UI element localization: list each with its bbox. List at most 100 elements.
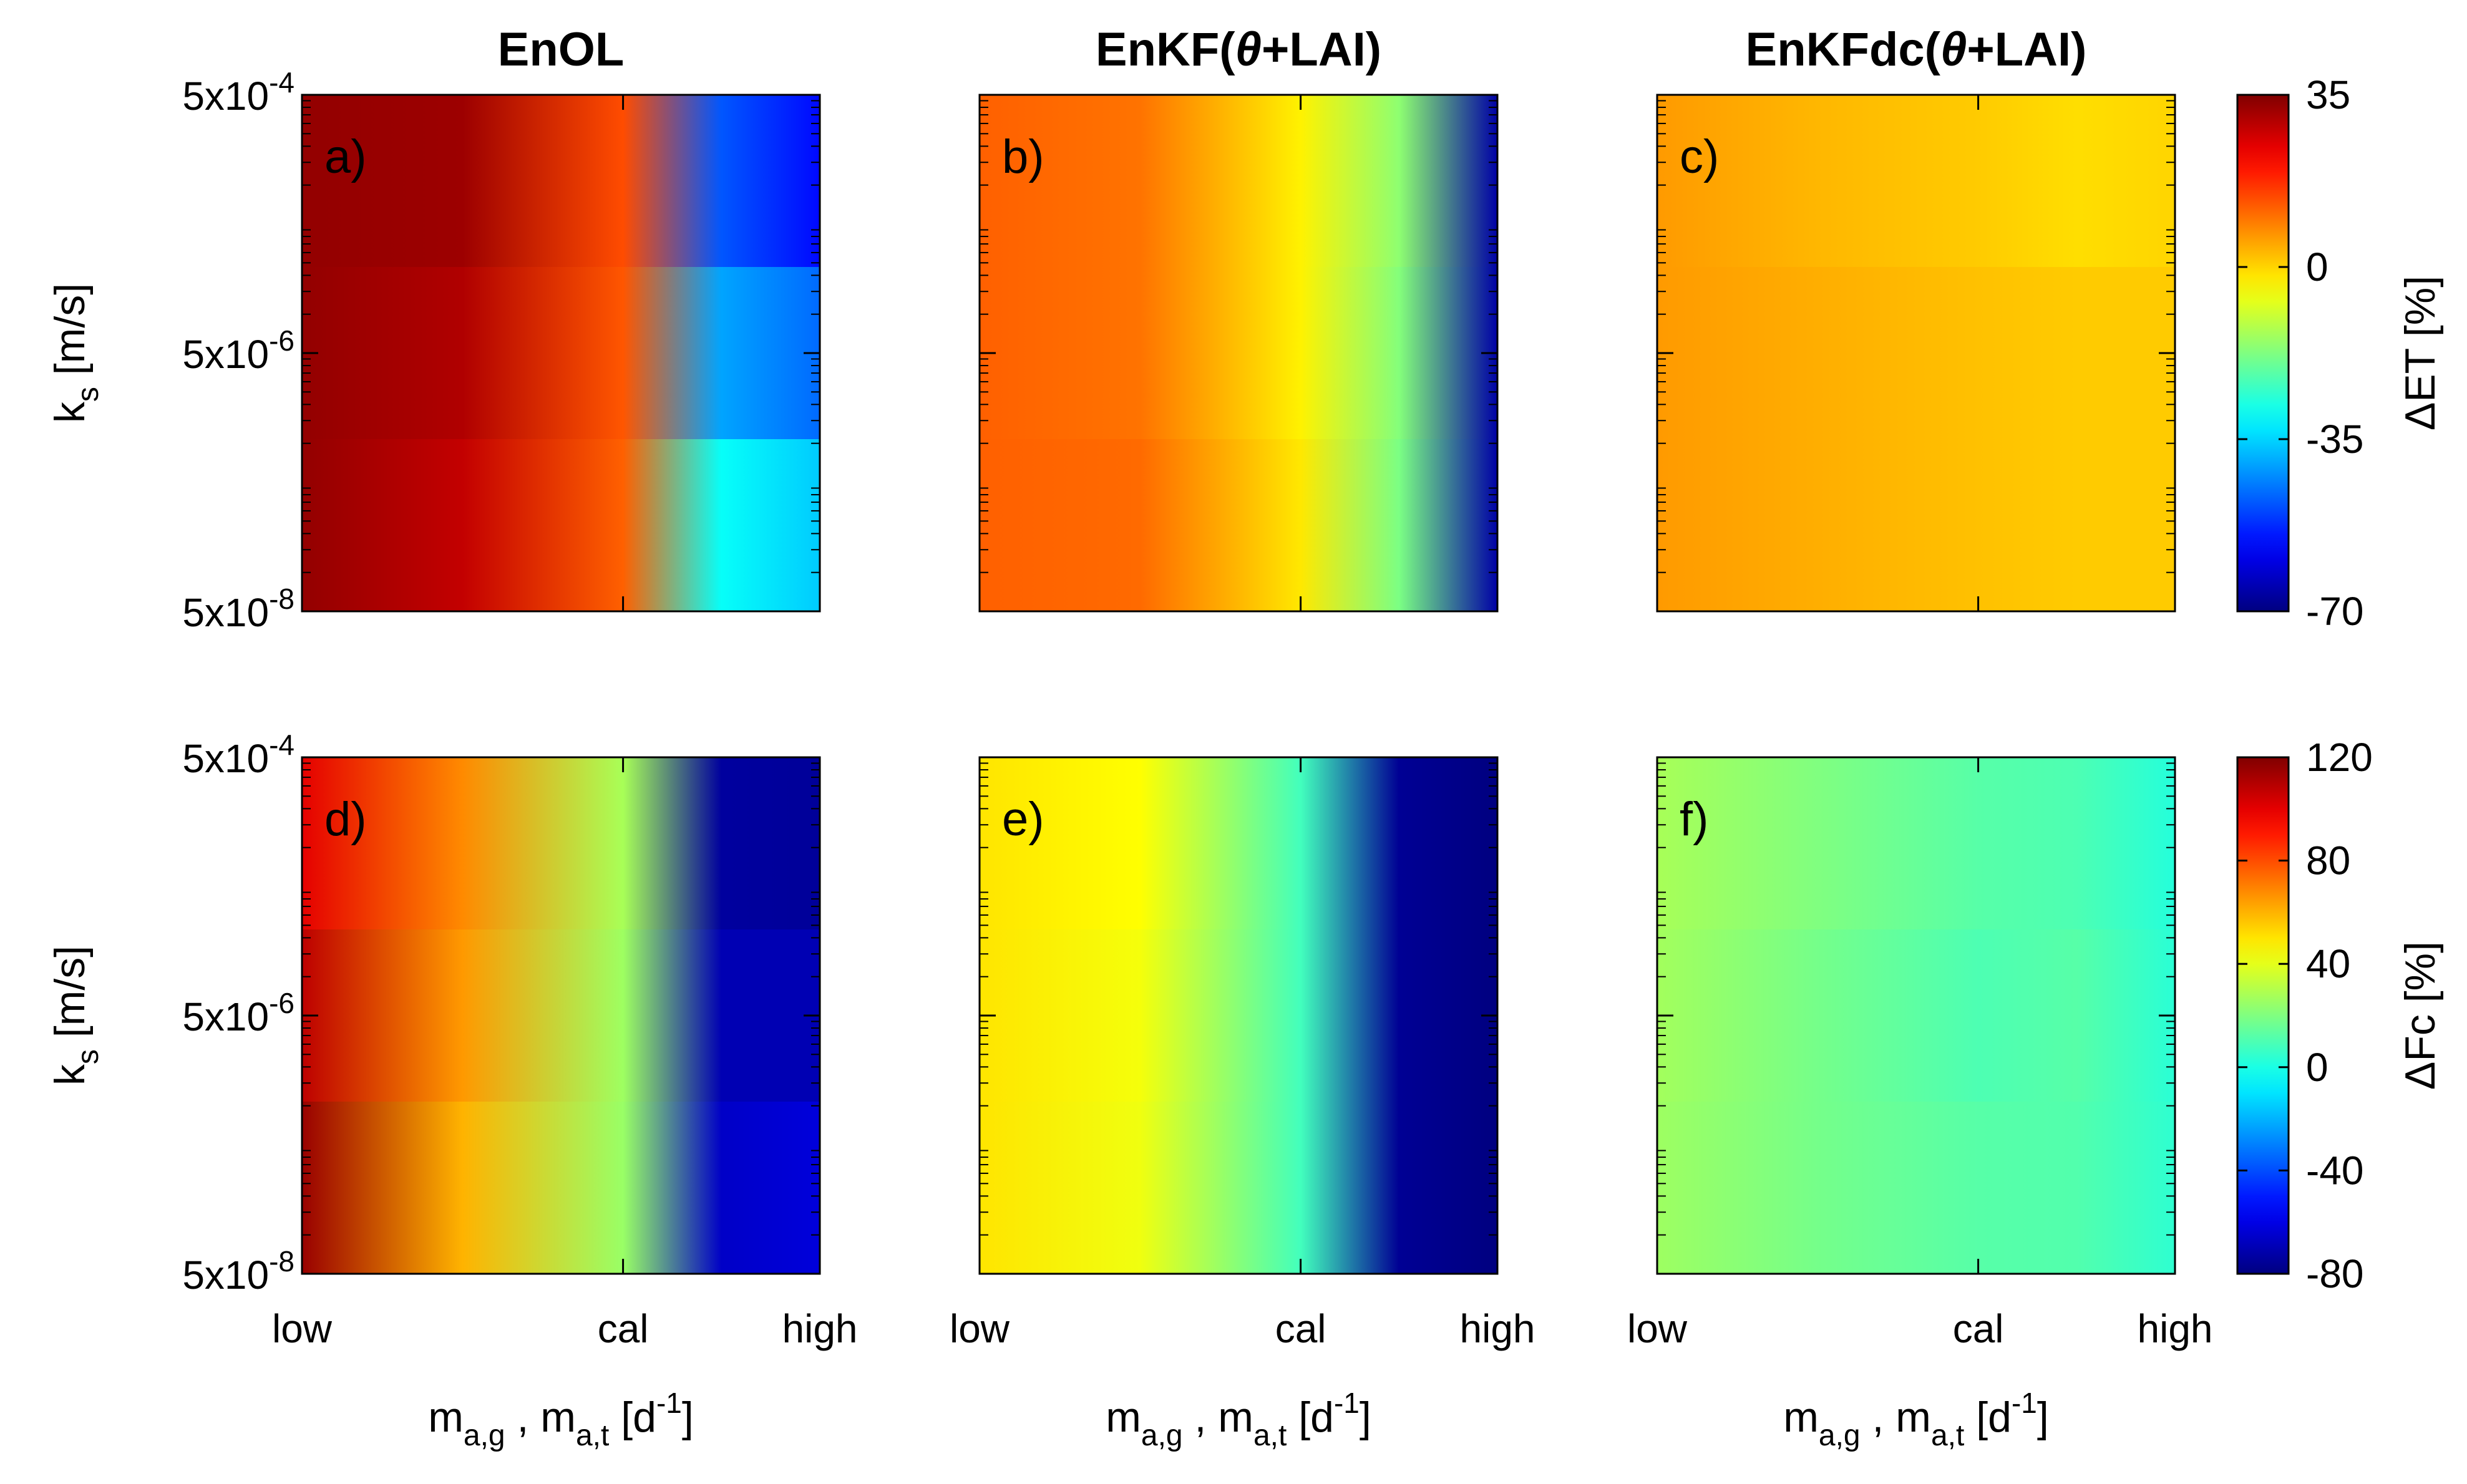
heatmap-band-2 (980, 929, 1497, 1102)
heatmap-band-1 (1657, 95, 2175, 268)
y-label-subscript: s (72, 1049, 105, 1064)
y-label-base: k (46, 1064, 94, 1085)
panel-label: a) (324, 130, 367, 183)
y-axis-label: ks [m/s] (46, 946, 105, 1085)
y-label-unit: [m/s] (46, 283, 94, 387)
heatmap-band-1 (980, 95, 1497, 268)
panel-b: b) (978, 94, 1499, 613)
x-label-sub2: a,t (1253, 1419, 1287, 1452)
heatmap-band-3 (980, 1102, 1497, 1274)
y-axis-label: ks [m/s] (46, 283, 105, 423)
heatmap-band-3 (302, 1102, 820, 1274)
heatmap-band-1 (302, 95, 820, 268)
colorbar-label: ΔFc [%] (2396, 941, 2444, 1090)
colorbar-tick-label: 0 (2306, 1045, 2328, 1090)
column-title-suffix: +LAI) (1967, 23, 2086, 76)
y-tick-label: 5x10-4 (182, 66, 294, 119)
x-tick-label-cal: cal (1953, 1306, 2004, 1351)
x-label-sub2: a,t (1931, 1419, 1964, 1452)
colorbar-bar (2236, 94, 2290, 613)
panel-a: a) (301, 94, 821, 613)
y-tick-label: 5x10-4 (182, 729, 294, 781)
y-tick-base: 5x10 (182, 74, 269, 119)
colorbar-tick-label: 35 (2306, 72, 2350, 117)
colorbar-tick-label: -70 (2306, 589, 2364, 634)
colorbar-tick-label: -80 (2306, 1251, 2364, 1296)
x-label-sub1: a,g (464, 1419, 505, 1452)
y-tick-exponent: -8 (269, 1245, 294, 1278)
y-tick-label: 5x10-6 (182, 324, 294, 377)
x-label-unit-exp: -1 (656, 1387, 682, 1419)
x-tick-label-cal: cal (1275, 1306, 1326, 1351)
x-tick-label-low: low (272, 1306, 333, 1351)
heatmap-band-3 (302, 439, 820, 612)
y-tick-exponent: -4 (269, 729, 294, 761)
x-axis-label: ma,g , ma,t [d-1] (428, 1387, 694, 1452)
colorbar-tick-label: 120 (2306, 735, 2373, 780)
y-tick-exponent: -6 (269, 324, 294, 357)
x-axis-label: ma,g , ma,t [d-1] (1783, 1387, 2049, 1452)
colorbar-2: 120 80 40 0 -40 -80 ΔFc [%] (2236, 735, 2444, 1296)
x-label-unit-close: ] (1360, 1394, 1371, 1441)
panel-label: f) (1680, 793, 1708, 846)
x-label-base: m (428, 1394, 464, 1441)
panel-label: b) (1002, 130, 1044, 183)
x-label-unit-exp: -1 (1334, 1387, 1360, 1419)
column-title-1: EnOL (498, 23, 625, 76)
y-tick-base: 5x10 (182, 332, 269, 377)
column-title-suffix: +LAI) (1262, 23, 1381, 76)
column-title-2: EnKF(θ+LAI) (1096, 23, 1381, 76)
heatmap-band-2 (1657, 267, 2175, 440)
column-title-theta: θ (1235, 23, 1262, 76)
y-tick-base: 5x10 (182, 590, 269, 635)
column-title-theta: θ (1940, 23, 1967, 76)
y-label-base: k (46, 401, 94, 423)
x-label-sub1: a,g (1819, 1419, 1861, 1452)
panel-f: f) (1656, 756, 2176, 1275)
x-label-sep: , m (1861, 1394, 1931, 1441)
column-title-prefix: EnOL (498, 23, 625, 76)
x-tick-label-high: high (1460, 1306, 1535, 1351)
column-title-prefix: EnKFdc( (1746, 23, 1941, 76)
x-axis-label: ma,g , ma,t [d-1] (1106, 1387, 1371, 1452)
y-tick-base: 5x10 (182, 736, 269, 781)
column-title-prefix: EnKF( (1096, 23, 1235, 76)
y-tick-label: 5x10-8 (182, 583, 294, 635)
y-label-subscript: s (72, 387, 105, 402)
heatmap-band-1 (1657, 757, 2175, 930)
x-label-unit-close: ] (682, 1394, 694, 1441)
y-tick-base: 5x10 (182, 1253, 269, 1297)
panel-label: c) (1680, 130, 1719, 183)
y-label-unit: [m/s] (46, 946, 94, 1049)
heatmap-band-3 (1657, 1102, 2175, 1274)
y-tick-exponent: -6 (269, 987, 294, 1019)
colorbar-tick-label: 80 (2306, 838, 2350, 883)
x-tick-label-cal: cal (598, 1306, 649, 1351)
colorbar-tick-label: -40 (2306, 1148, 2364, 1193)
heatmap-band-3 (980, 439, 1497, 612)
panel-label: d) (324, 793, 367, 846)
heatmap-band-2 (302, 267, 820, 440)
colorbar-tick-label: 40 (2306, 941, 2350, 986)
y-tick-label: 5x10-8 (182, 1245, 294, 1297)
heatmap-band-2 (302, 929, 820, 1102)
x-tick-label-high: high (782, 1306, 858, 1351)
column-title-3: EnKFdc(θ+LAI) (1746, 23, 2087, 76)
panel-c: c) (1656, 94, 2176, 613)
x-tick-label-low: low (1627, 1306, 1688, 1351)
heatmap-band-3 (1657, 439, 2175, 612)
y-tick-exponent: -8 (269, 583, 294, 615)
colorbar-label: ΔET [%] (2396, 276, 2444, 430)
x-label-unit-open: [d (1287, 1394, 1334, 1441)
x-label-sub1: a,g (1141, 1419, 1183, 1452)
colorbar-1: 35 0 -35 -70 ΔET [%] (2236, 72, 2444, 634)
heatmap-band-2 (980, 267, 1497, 440)
x-label-unit-close: ] (2037, 1394, 2049, 1441)
panel-e: e) (978, 756, 1499, 1275)
x-label-sub2: a,t (576, 1419, 609, 1452)
y-tick-label: 5x10-6 (182, 987, 294, 1039)
x-label-unit-exp: -1 (2012, 1387, 2037, 1419)
colorbar-bar (2236, 756, 2290, 1275)
colorbar-tick-label: -35 (2306, 417, 2364, 462)
